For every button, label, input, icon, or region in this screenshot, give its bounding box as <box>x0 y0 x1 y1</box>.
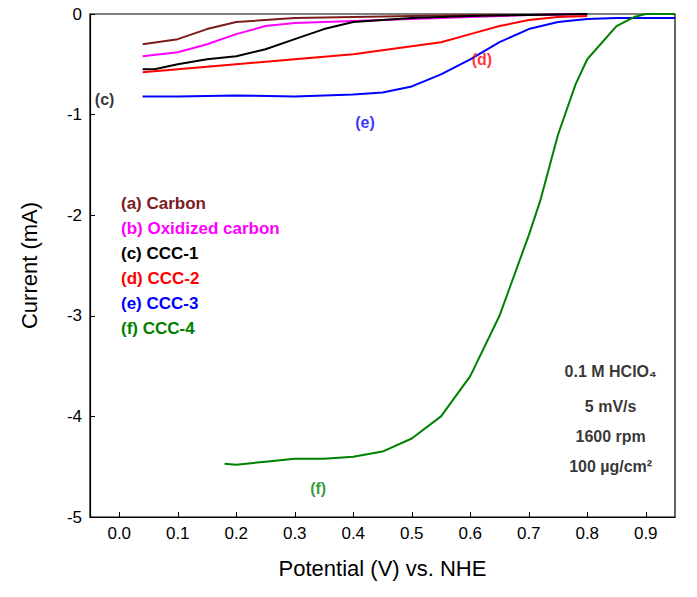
svg-text:-2: -2 <box>67 206 82 225</box>
svg-text:0.6: 0.6 <box>458 524 482 543</box>
svg-text:0.3: 0.3 <box>283 524 307 543</box>
svg-text:100 µg/cm²: 100 µg/cm² <box>569 458 652 475</box>
svg-text:0.1 M HClO₄: 0.1 M HClO₄ <box>565 363 657 380</box>
svg-text:0.8: 0.8 <box>575 524 599 543</box>
svg-text:(f): (f) <box>310 480 326 497</box>
svg-text:(d): (d) <box>472 51 492 68</box>
svg-text:5 mV/s: 5 mV/s <box>585 398 637 415</box>
svg-text:-4: -4 <box>67 407 82 426</box>
svg-text:0.2: 0.2 <box>224 524 248 543</box>
svg-text:0.9: 0.9 <box>634 524 658 543</box>
svg-text:0: 0 <box>73 5 82 24</box>
svg-text:Current (mA): Current (mA) <box>17 202 42 329</box>
svg-text:-3: -3 <box>67 306 82 325</box>
svg-text:1600 rpm: 1600 rpm <box>576 428 646 445</box>
svg-text:0.7: 0.7 <box>517 524 541 543</box>
svg-text:0.0: 0.0 <box>107 524 131 543</box>
svg-text:(a) Carbon: (a) Carbon <box>121 194 206 213</box>
svg-text:0.4: 0.4 <box>341 524 365 543</box>
svg-text:(d) CCC-2: (d) CCC-2 <box>121 269 199 288</box>
svg-text:-1: -1 <box>67 105 82 124</box>
svg-text:Potential (V) vs. NHE: Potential (V) vs. NHE <box>279 556 487 581</box>
svg-text:(e): (e) <box>355 114 375 131</box>
svg-text:(b) Oxidized carbon: (b) Oxidized carbon <box>121 219 280 238</box>
svg-text:-5: -5 <box>67 508 82 527</box>
svg-text:(f) CCC-4: (f) CCC-4 <box>121 319 195 338</box>
svg-text:(c) CCC-1: (c) CCC-1 <box>121 244 198 263</box>
svg-text:(e) CCC-3: (e) CCC-3 <box>121 294 198 313</box>
svg-text:0.1: 0.1 <box>166 524 190 543</box>
svg-text:0.5: 0.5 <box>400 524 424 543</box>
svg-text:(c): (c) <box>95 91 115 108</box>
